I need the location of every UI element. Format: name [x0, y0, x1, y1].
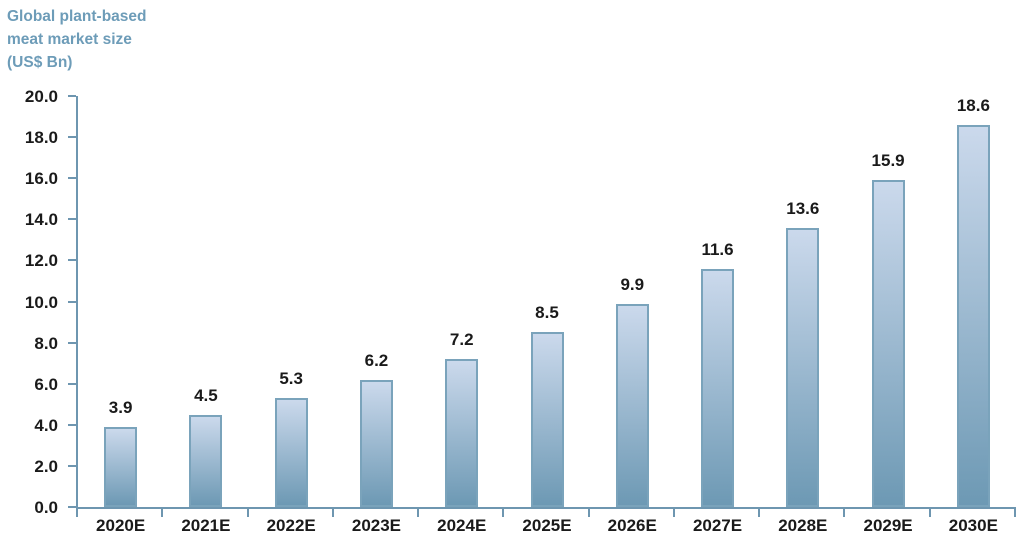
bar-value-label: 6.2	[364, 350, 389, 370]
bar	[274, 398, 308, 507]
bar-value-label: 9.9	[620, 274, 645, 294]
bar-value-label: 11.6	[701, 239, 734, 259]
bar-value-label: 3.9	[108, 397, 133, 417]
bar	[615, 303, 649, 507]
x-axis-tick	[1014, 509, 1016, 517]
y-axis-tick	[68, 136, 76, 139]
x-axis-line	[76, 507, 1016, 509]
x-axis-tick	[417, 509, 420, 517]
bar-value-label: 15.9	[871, 151, 905, 171]
y-axis-label: 20.0	[24, 87, 58, 106]
x-axis-tick	[161, 509, 164, 517]
y-axis-line	[76, 96, 78, 509]
x-axis-tick	[76, 509, 78, 517]
bar	[956, 124, 990, 507]
y-axis-tick	[68, 218, 76, 221]
x-axis-tick	[843, 509, 846, 517]
bar	[871, 180, 905, 507]
y-axis-tick	[68, 177, 76, 180]
y-axis-label: 2.0	[34, 456, 58, 476]
x-axis-tick	[331, 509, 334, 517]
x-axis-label: 2030E	[948, 516, 998, 535]
bar-value-label: 7.2	[449, 330, 474, 350]
y-axis-label: 6.0	[34, 374, 58, 394]
bar	[530, 332, 564, 507]
x-axis-label: 2021E	[181, 516, 231, 535]
bar	[104, 426, 138, 507]
x-axis-label: 2028E	[778, 516, 828, 535]
y-axis-label: 4.0	[34, 415, 58, 435]
plot-area: 0.0 2.0 4.0 6.0 8.0 10.0 12.0 14.0 16.0 18.0 20.0 3…	[25, 88, 1016, 534]
bar	[786, 227, 820, 507]
bar	[701, 268, 735, 507]
bar-value-label: 18.6	[956, 95, 990, 115]
x-axis-label: 2024E	[437, 516, 487, 535]
x-axis-tick	[587, 509, 590, 517]
y-axis-tick	[68, 259, 76, 262]
bar-value-label: 13.6	[786, 198, 820, 218]
x-axis-label: 2022E	[266, 516, 316, 535]
bar	[359, 379, 393, 507]
x-axis-label: 2020E	[96, 516, 146, 535]
x-axis-tick	[502, 509, 505, 517]
y-axis-tick	[68, 423, 76, 426]
chart-title: Global plant-based meat market size (US$…	[7, 8, 147, 71]
x-axis-label: 2026E	[607, 516, 657, 535]
bar	[445, 359, 479, 507]
y-axis-label: 10.0	[24, 292, 58, 312]
y-axis-label: 8.0	[34, 333, 58, 353]
x-axis-label: 2025E	[522, 516, 572, 535]
x-axis-tick	[246, 509, 249, 517]
y-axis-tick	[68, 300, 76, 303]
bar-value-label: 4.5	[194, 385, 218, 405]
bar-value-label: 8.5	[535, 303, 559, 323]
x-axis-tick	[928, 509, 931, 517]
y-axis-tick	[68, 464, 76, 467]
y-axis-label: 14.0	[24, 210, 58, 230]
bar-value-label: 5.3	[279, 369, 303, 389]
x-axis-label: 2029E	[863, 516, 913, 535]
y-axis-label: 0.0	[34, 498, 58, 517]
x-axis-tick	[758, 509, 761, 517]
bar	[189, 414, 223, 507]
y-axis-label: 12.0	[24, 251, 58, 271]
y-axis-label: 16.0	[24, 169, 58, 189]
x-axis-label: 2023E	[351, 516, 402, 535]
y-axis-label: 18.0	[24, 128, 58, 148]
y-axis-tick	[68, 506, 76, 508]
y-axis-tick	[68, 341, 76, 344]
x-axis-label: 2027E	[692, 516, 743, 535]
y-axis-tick	[68, 382, 76, 385]
y-axis-tick	[68, 95, 76, 97]
x-axis-tick	[672, 509, 675, 517]
